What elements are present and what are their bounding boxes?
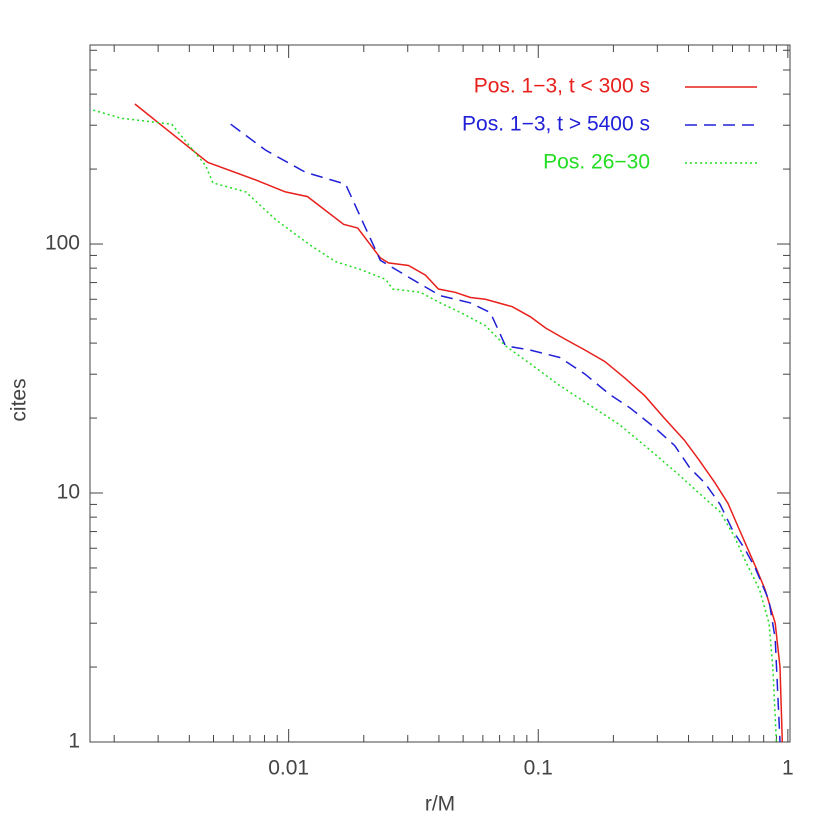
x-axis-label: r/M bbox=[425, 793, 455, 816]
plot-frame bbox=[89, 44, 791, 743]
legend-label: Pos. 1−3, t < 300 s bbox=[474, 75, 650, 98]
legend-label: Pos. 26−30 bbox=[543, 151, 650, 174]
x-tick-label: 0.1 bbox=[524, 757, 553, 780]
y-axis-label: cites bbox=[8, 378, 31, 421]
y-tick-label: 10 bbox=[57, 481, 80, 504]
y-tick-label: 1 bbox=[68, 730, 80, 753]
data-line bbox=[93, 109, 778, 743]
x-tick-label: 1 bbox=[782, 757, 794, 780]
data-line bbox=[134, 103, 784, 743]
legend-label: Pos. 1−3, t > 5400 s bbox=[462, 113, 650, 136]
data-line bbox=[230, 123, 781, 743]
x-tick-label: 0.01 bbox=[268, 757, 309, 780]
y-tick-label: 100 bbox=[45, 232, 80, 255]
